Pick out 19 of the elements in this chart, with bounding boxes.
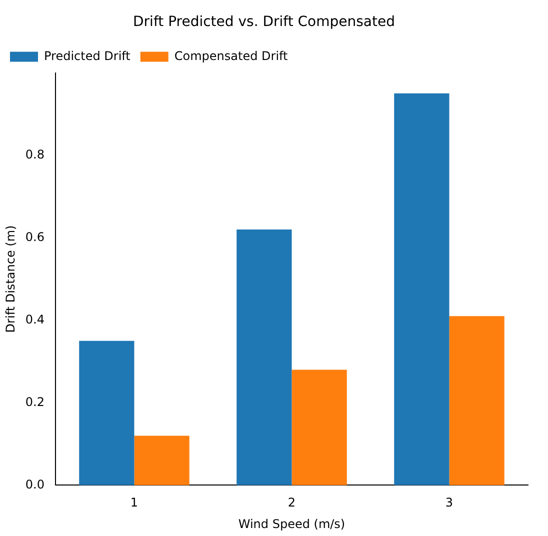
bar: [449, 316, 504, 486]
bar: [292, 370, 347, 486]
bar: [134, 436, 190, 486]
bar: [236, 230, 292, 486]
y-tick-label: 0.6: [25, 230, 44, 244]
y-tick-label: 0.4: [25, 312, 44, 326]
legend-label: Compensated Drift: [174, 48, 288, 63]
y-tick-label: 0.2: [25, 394, 44, 409]
y-tick-label: 0.0: [25, 477, 44, 492]
legend-label: Predicted Drift: [44, 48, 131, 63]
x-tick-label: 3: [445, 496, 454, 510]
y-axis-title: Drift Distance (m): [3, 225, 18, 333]
y-tick-label: 0.8: [25, 147, 44, 162]
x-tick-label: 1: [130, 496, 138, 510]
bar: [394, 93, 450, 486]
bar: [79, 340, 134, 486]
x-axis-title: Wind Speed (m/s): [238, 516, 346, 531]
x-tick-label: 2: [288, 496, 296, 510]
chart-title: Drift Predicted vs. Drift Compensated: [133, 14, 395, 30]
